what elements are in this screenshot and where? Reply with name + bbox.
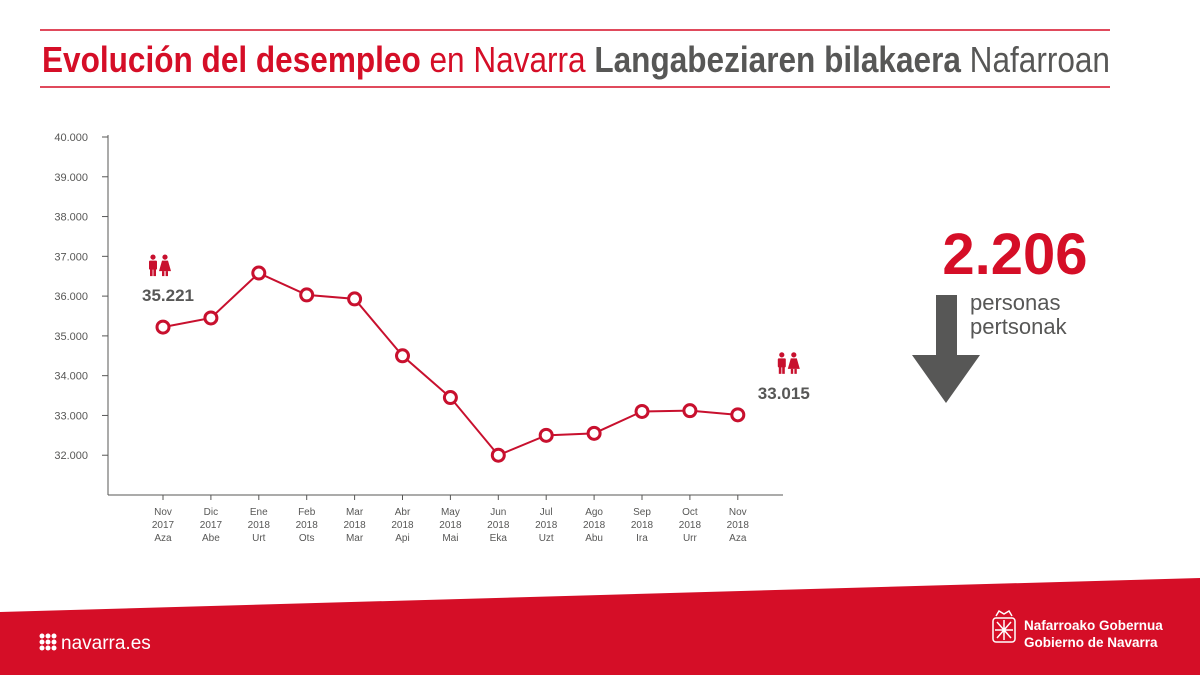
x-tick-label: 2018 (343, 520, 366, 531)
chart-title: Evolución del desempleoen NavarraLangabe… (42, 39, 1110, 80)
x-tick-label: Dic (204, 507, 218, 518)
x-tick-label: 2018 (296, 520, 319, 531)
y-tick-label: 34.000 (54, 371, 88, 383)
icon-part (162, 254, 168, 260)
x-tick-label: Nov (154, 507, 172, 518)
point (299, 287, 315, 303)
x-tick-label: Jun (490, 507, 506, 518)
x-tick-label: 2018 (583, 520, 606, 531)
y-tick-label: 35.000 (54, 331, 88, 343)
x-tick-label: Sep (633, 507, 651, 518)
x-tick-label: 2018 (535, 520, 558, 531)
icon-part (153, 269, 156, 277)
decrease-value: 2.206 (942, 222, 1087, 287)
icon-part (150, 254, 156, 260)
x-tick-label: Ots (299, 533, 315, 544)
x-tick-label: Ene (250, 507, 268, 518)
site-logo (39, 633, 57, 651)
icon-part (787, 358, 800, 369)
icon-part (778, 366, 782, 374)
decrease-unit: personas (970, 290, 1061, 315)
x-tick-label: Mar (346, 533, 364, 544)
site-name: navarra.es (61, 633, 151, 654)
x-tick-label: Mar (346, 507, 364, 518)
icon-part (165, 271, 168, 277)
point (251, 265, 267, 281)
x-tick-label: 2017 (152, 520, 175, 531)
point (203, 310, 219, 326)
icon-part (791, 352, 797, 358)
value-label: 33.015 (758, 384, 810, 403)
point (395, 348, 410, 364)
point (155, 319, 171, 335)
icon-part (790, 368, 794, 374)
x-tick-label: Mai (442, 533, 458, 544)
point (634, 403, 650, 419)
x-tick-label: Nov (729, 507, 747, 518)
icon-part (162, 271, 165, 277)
x-tick-label: Oct (682, 507, 698, 518)
x-tick-label: Uzt (539, 533, 554, 544)
x-tick-label: 2018 (248, 520, 271, 531)
x-tick-label: 2018 (487, 520, 510, 531)
icon-part (794, 368, 797, 374)
icon-part (782, 366, 785, 374)
y-tick-label: 33.000 (54, 410, 88, 422)
x-tick-label: 2017 (200, 520, 223, 531)
x-tick-label: 2018 (439, 520, 462, 531)
icon-part (159, 260, 171, 272)
people-icon (149, 254, 171, 277)
x-tick-label: May (441, 507, 460, 518)
x-tick-label: Aza (154, 533, 172, 544)
x-tick-label: 2018 (727, 520, 750, 531)
point (442, 390, 458, 406)
x-tick-label: 2018 (679, 520, 702, 531)
x-tick-label: Ago (585, 507, 603, 518)
y-tick-label: 37.000 (54, 251, 88, 263)
x-tick-label: Urr (683, 533, 698, 544)
government-name: Gobierno de Navarra (1024, 635, 1158, 650)
x-tick-label: Api (395, 533, 409, 544)
x-tick-label: Abr (395, 507, 411, 518)
decrease-unit: pertsonak (970, 314, 1068, 339)
x-tick-label: Ira (636, 533, 648, 544)
point (586, 425, 602, 441)
x-tick-label: Jul (540, 507, 553, 518)
title-part: Evolución del desempleo (42, 39, 421, 80)
x-tick-label: Aza (729, 533, 747, 544)
point (347, 291, 363, 307)
icon-part (149, 260, 157, 270)
title-part: Nafarroan (970, 39, 1110, 80)
x-tick-label: Abu (585, 533, 603, 544)
x-tick-label: Eka (490, 533, 508, 544)
point (682, 403, 698, 419)
point (538, 427, 554, 443)
x-tick-label: Abe (202, 533, 220, 544)
line (162, 271, 738, 457)
footer-band (0, 578, 1200, 675)
government-shield (992, 609, 1016, 643)
title-part: en Navarra (430, 39, 587, 80)
government-name: Nafarroako Gobernua (1024, 618, 1163, 633)
y-tick-label: 40.000 (54, 132, 88, 144)
icon-part (779, 352, 785, 358)
y-tick-label: 36.000 (54, 291, 88, 303)
y-tick-label: 32.000 (54, 450, 88, 462)
plot: 32.000 33.000 34.000 35.000 36.000 37.000 38.0… (54, 132, 809, 544)
point (490, 447, 506, 463)
point (730, 407, 746, 423)
x-tick-label: 2018 (391, 520, 414, 531)
title-part: Langabeziaren bilakaera (594, 39, 961, 80)
value-label: 35.221 (142, 286, 194, 305)
decrease-arrow (912, 295, 980, 403)
y-tick-label: 38.000 (54, 212, 88, 224)
icon-part (777, 358, 786, 368)
x-tick-label: 2018 (631, 520, 654, 531)
x-tick-label: Urt (252, 533, 266, 544)
x-tick-label: Feb (298, 507, 316, 518)
people-icon (777, 352, 800, 374)
icon-part (150, 269, 153, 277)
y-tick-label: 39.000 (54, 172, 88, 184)
